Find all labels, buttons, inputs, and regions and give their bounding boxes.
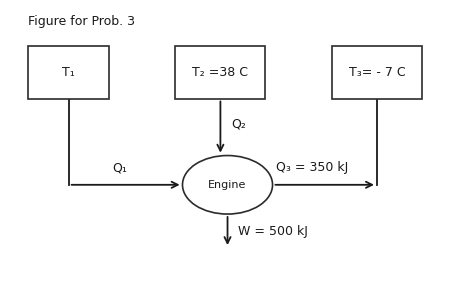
Circle shape bbox=[182, 156, 273, 214]
Text: Figure for Prob. 3: Figure for Prob. 3 bbox=[28, 15, 136, 28]
Text: Engine: Engine bbox=[209, 180, 246, 190]
FancyBboxPatch shape bbox=[175, 46, 265, 99]
Text: Q₃ = 350 kJ: Q₃ = 350 kJ bbox=[276, 161, 348, 174]
Text: T₂ =38 C: T₂ =38 C bbox=[192, 66, 248, 79]
FancyBboxPatch shape bbox=[332, 46, 422, 99]
Text: W = 500 kJ: W = 500 kJ bbox=[238, 225, 308, 237]
FancyBboxPatch shape bbox=[28, 46, 109, 99]
Text: T₃= - 7 C: T₃= - 7 C bbox=[348, 66, 405, 79]
Text: Q₂: Q₂ bbox=[231, 117, 246, 131]
Text: Q₁: Q₁ bbox=[112, 161, 128, 174]
Text: T₁: T₁ bbox=[63, 66, 75, 79]
